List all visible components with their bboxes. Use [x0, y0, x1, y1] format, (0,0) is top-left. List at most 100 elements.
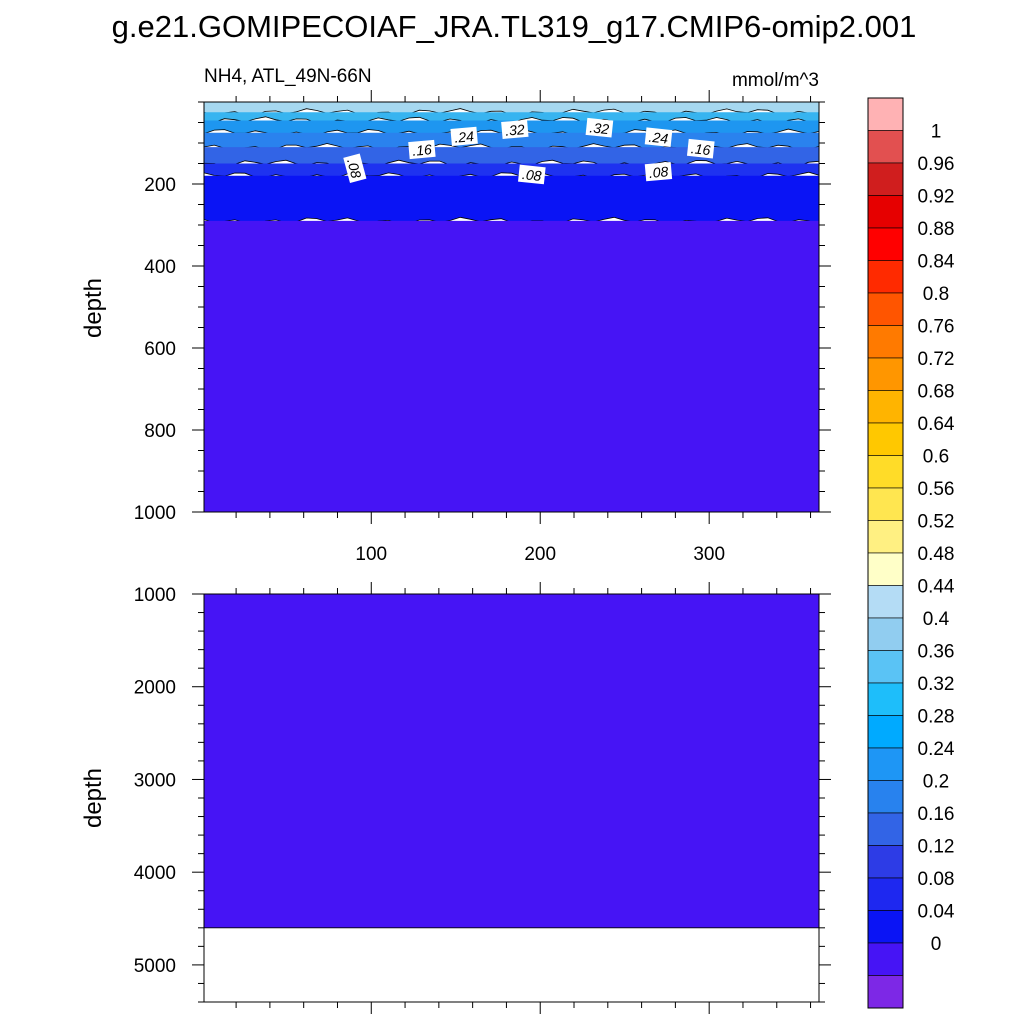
colorbar-label: 0.04	[918, 902, 955, 923]
contour-label-text: .08	[648, 163, 669, 181]
colorbar-label: 0.56	[918, 479, 955, 500]
colorbar-label: 0.72	[918, 349, 955, 370]
contour-band	[204, 175, 819, 225]
colorbar-swatch	[867, 357, 904, 391]
colorbar-swatch	[867, 715, 904, 749]
colorbar-label: 0	[931, 934, 942, 955]
contour-label-box	[343, 153, 367, 184]
colorbar-swatch	[867, 780, 904, 814]
colorbar-swatch	[867, 910, 904, 944]
x-tick-label: 200	[524, 544, 556, 565]
contour-label-text: .08	[521, 166, 542, 184]
colorbar-swatch	[867, 292, 904, 326]
colorbar-label: 0.36	[918, 642, 955, 663]
upper-panel: .32 .32 .24 .24 .16 .16 .08 .08 .08 200 400 600 800 1…	[80, 90, 831, 565]
colorbar-label: 0.84	[918, 252, 955, 273]
colorbar-label: 0.08	[918, 869, 955, 890]
y-tick-label: 3000	[134, 770, 176, 791]
contour-band	[204, 594, 819, 928]
colorbar-label: 0.88	[918, 219, 955, 240]
y-tick-label: 200	[144, 175, 176, 196]
contour-label-box	[450, 126, 478, 146]
y-axis-title: depth	[80, 768, 107, 828]
colorbar-label: 0.24	[918, 739, 955, 760]
colorbar-label: 0.4	[923, 609, 950, 630]
lower-panel: 1000 2000 3000 4000 5000 depth	[80, 582, 831, 1014]
colorbar-swatch	[867, 747, 904, 781]
colorbar-swatch	[867, 130, 904, 164]
colorbar-swatch	[867, 195, 904, 229]
contour-label: .24	[644, 127, 673, 147]
colorbar-label: 0.28	[918, 707, 955, 728]
colorbar-swatch	[867, 845, 904, 879]
colorbar: 1 0.96 0.92 0.88 0.84 0.8 0.76 0.72 0.68 0.64 0.6 0…	[867, 97, 955, 1009]
colorbar-label: 0.48	[918, 544, 955, 565]
colorbar-swatch	[867, 487, 904, 521]
contour-label: .08	[518, 164, 546, 185]
colorbar-swatch	[867, 97, 904, 131]
colorbar-swatch	[867, 520, 904, 554]
colorbar-swatch	[867, 877, 904, 911]
colorbar-label: 0.32	[918, 674, 955, 695]
contour-label-text: .24	[648, 129, 669, 147]
x-tick-label: 100	[355, 544, 387, 565]
colorbar-label: 0.6	[923, 447, 949, 468]
contour-label: .08	[343, 153, 367, 184]
y-tick-label: 2000	[134, 678, 176, 699]
y-tick-label: 400	[144, 257, 176, 278]
contour-label-box	[518, 164, 546, 185]
colorbar-swatch	[867, 552, 904, 586]
contour-band	[204, 220, 819, 512]
colorbar-swatch	[867, 422, 904, 456]
colorbar-label: 0.92	[918, 187, 955, 208]
colorbar-swatch	[867, 585, 904, 619]
figure-title: g.e21.GOMIPECOIAF_JRA.TL319_g17.CMIP6-om…	[112, 9, 917, 44]
y-tick-label: 1000	[134, 585, 176, 606]
colorbar-swatch	[867, 260, 904, 294]
contour-label: .16	[408, 139, 436, 160]
colorbar-label: 1	[931, 122, 942, 143]
y-tick-label: 600	[144, 339, 176, 360]
contour-label-box	[501, 119, 529, 139]
colorbar-swatch	[867, 455, 904, 489]
contour-label-text: .32	[589, 119, 610, 137]
colorbar-label: 0.2	[923, 772, 949, 793]
colorbar-swatch	[867, 975, 904, 1009]
colorbar-frame	[867, 97, 904, 1009]
contour-label-box	[686, 138, 715, 159]
contour-label: .16	[686, 138, 715, 159]
contour-label-box	[408, 139, 436, 160]
colorbar-swatch	[867, 942, 904, 976]
y-tick-label: 4000	[134, 863, 176, 884]
contour-label-box	[644, 127, 673, 147]
colorbar-label: 0.12	[918, 837, 955, 858]
colorbar-label: 0.44	[918, 577, 955, 598]
y-axis-title: depth	[80, 278, 107, 338]
contour-label-box	[644, 162, 673, 182]
y-tick-label: 1000	[134, 503, 176, 524]
colorbar-label: 0.76	[918, 317, 955, 338]
left-string: NH4, ATL_49N-66N	[204, 66, 372, 87]
contour-label: .24	[450, 126, 478, 146]
colorbar-label: 0.64	[918, 414, 955, 435]
colorbar-swatch	[867, 650, 904, 684]
contour-label-text: .08	[344, 157, 365, 180]
contour-label: .32	[501, 119, 529, 139]
contour-label-text: .24	[454, 128, 475, 146]
contour-label-box	[585, 117, 614, 138]
contour-label-text: .16	[690, 140, 711, 158]
colorbar-swatch	[867, 325, 904, 359]
colorbar-swatch	[867, 162, 904, 196]
colorbar-label: 0.96	[918, 154, 955, 175]
contour-label-text: .32	[504, 121, 525, 139]
y-tick-label: 5000	[134, 956, 176, 977]
y-tick-label: 800	[144, 421, 176, 442]
contour-label: .32	[585, 117, 614, 138]
x-tick-label: 300	[693, 544, 725, 565]
colorbar-swatch	[867, 227, 904, 261]
colorbar-swatch	[867, 682, 904, 716]
colorbar-label: 0.8	[923, 284, 949, 305]
colorbar-swatch	[867, 390, 904, 424]
units-label: mmol/m^3	[732, 70, 819, 91]
